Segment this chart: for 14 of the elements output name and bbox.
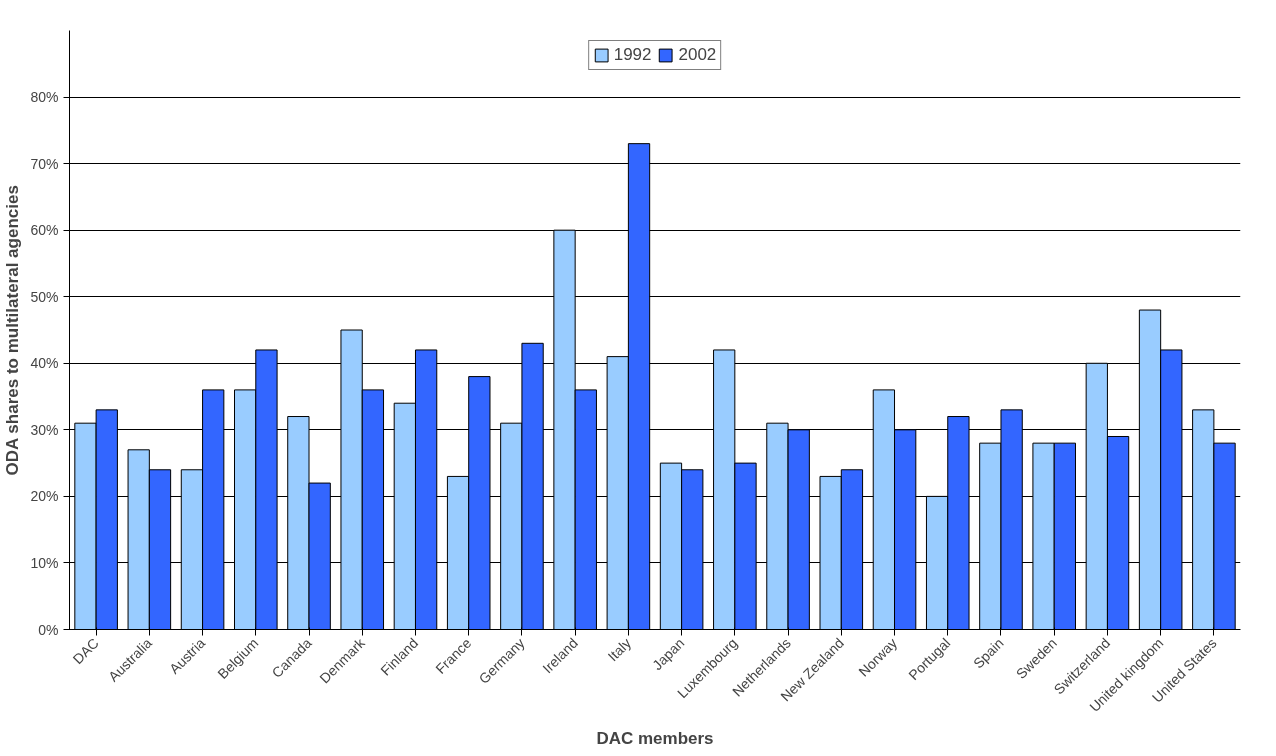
y-tick-label: 80% [30,89,59,106]
y-axis-title: ODA shares to multilateral agencies [3,185,23,476]
y-tick-label: 50% [30,288,59,305]
y-tick-label: 70% [30,155,59,172]
x-tick-label: Italy [604,634,635,665]
y-tick-label: 30% [30,421,59,438]
y-tick-label: 40% [30,355,59,372]
legend-label: 2002 [678,45,717,65]
y-tick-label: 60% [30,222,59,239]
x-axis-title: DAC members [596,728,714,748]
y-tick-label: 0% [38,621,59,638]
legend-label: 1992 [613,45,652,65]
y-tick-label: 10% [30,554,59,571]
y-tick-label: 20% [30,488,59,505]
